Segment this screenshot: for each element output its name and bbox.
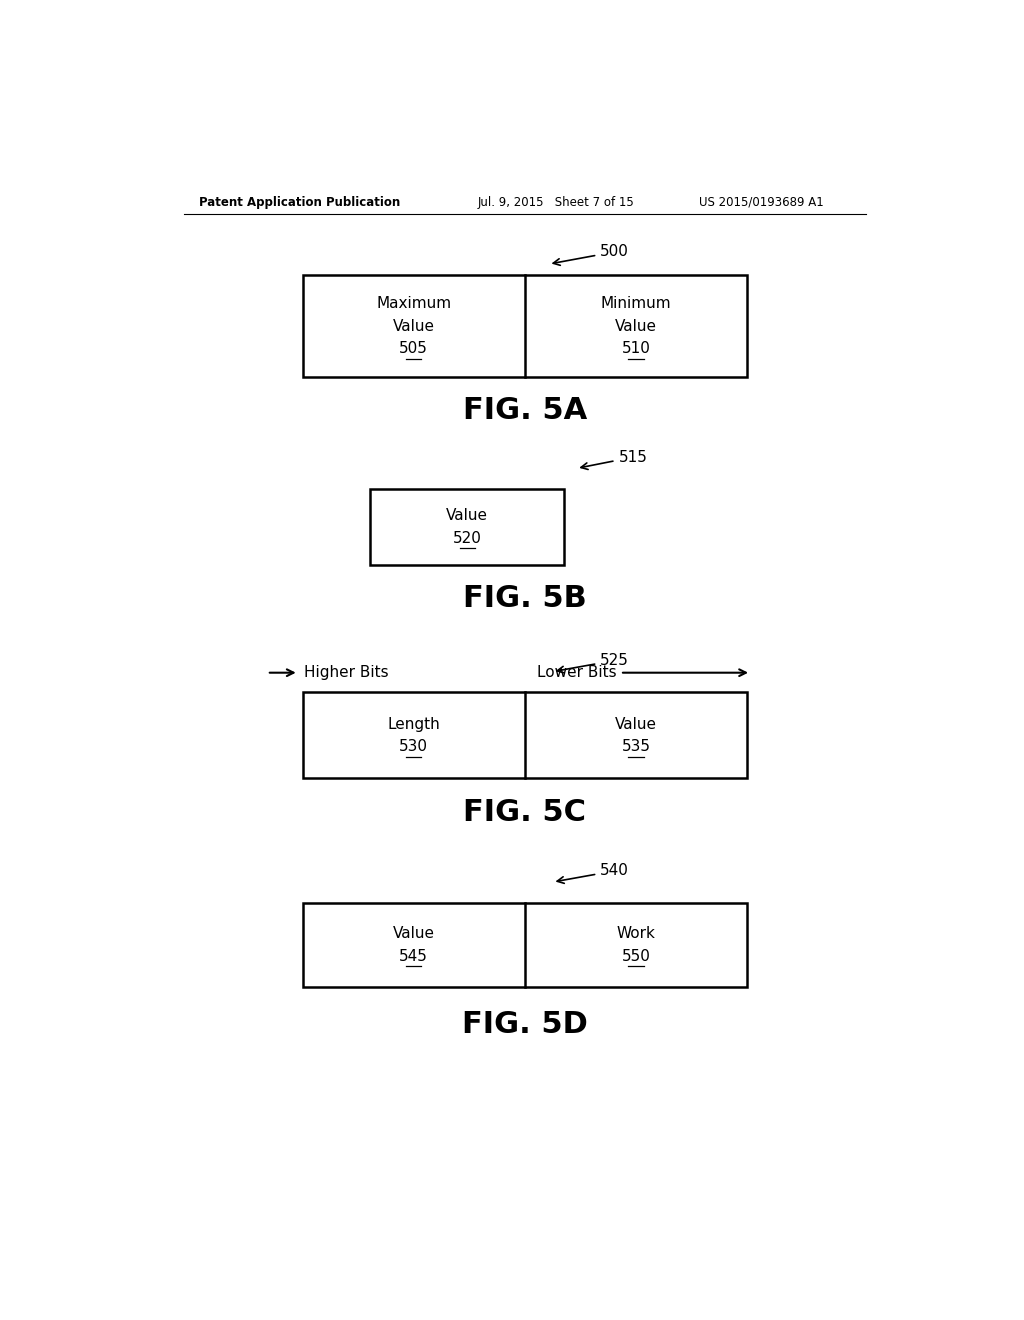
Text: FIG. 5D: FIG. 5D	[462, 1010, 588, 1039]
Text: Patent Application Publication: Patent Application Publication	[200, 195, 400, 209]
Text: US 2015/0193689 A1: US 2015/0193689 A1	[699, 195, 824, 209]
Text: Minimum: Minimum	[601, 296, 671, 312]
Text: Value: Value	[614, 318, 657, 334]
Text: Jul. 9, 2015   Sheet 7 of 15: Jul. 9, 2015 Sheet 7 of 15	[477, 195, 634, 209]
Bar	[370, 488, 564, 565]
Text: 515: 515	[581, 450, 647, 470]
Text: 550: 550	[622, 949, 650, 964]
Text: FIG. 5A: FIG. 5A	[463, 396, 587, 425]
Text: Value: Value	[446, 508, 488, 523]
Text: 510: 510	[622, 341, 650, 356]
Text: 525: 525	[557, 653, 629, 673]
Text: Higher Bits: Higher Bits	[304, 665, 389, 680]
Text: 540: 540	[557, 863, 629, 883]
Text: 530: 530	[399, 739, 428, 754]
Text: Work: Work	[616, 927, 655, 941]
Text: Length: Length	[387, 717, 440, 731]
Text: FIG. 5B: FIG. 5B	[463, 583, 587, 612]
Text: 545: 545	[399, 949, 428, 964]
Bar	[303, 903, 748, 987]
Text: Lower Bits: Lower Bits	[537, 665, 616, 680]
Bar	[303, 692, 748, 779]
Text: Value: Value	[614, 717, 657, 731]
Text: 535: 535	[622, 739, 650, 754]
Text: Maximum: Maximum	[376, 296, 452, 312]
Text: 505: 505	[399, 341, 428, 356]
Text: 500: 500	[553, 244, 629, 265]
Text: Value: Value	[392, 318, 435, 334]
Text: Value: Value	[392, 927, 435, 941]
Text: FIG. 5C: FIG. 5C	[463, 799, 587, 828]
Text: 520: 520	[453, 531, 481, 545]
Bar	[303, 276, 748, 378]
